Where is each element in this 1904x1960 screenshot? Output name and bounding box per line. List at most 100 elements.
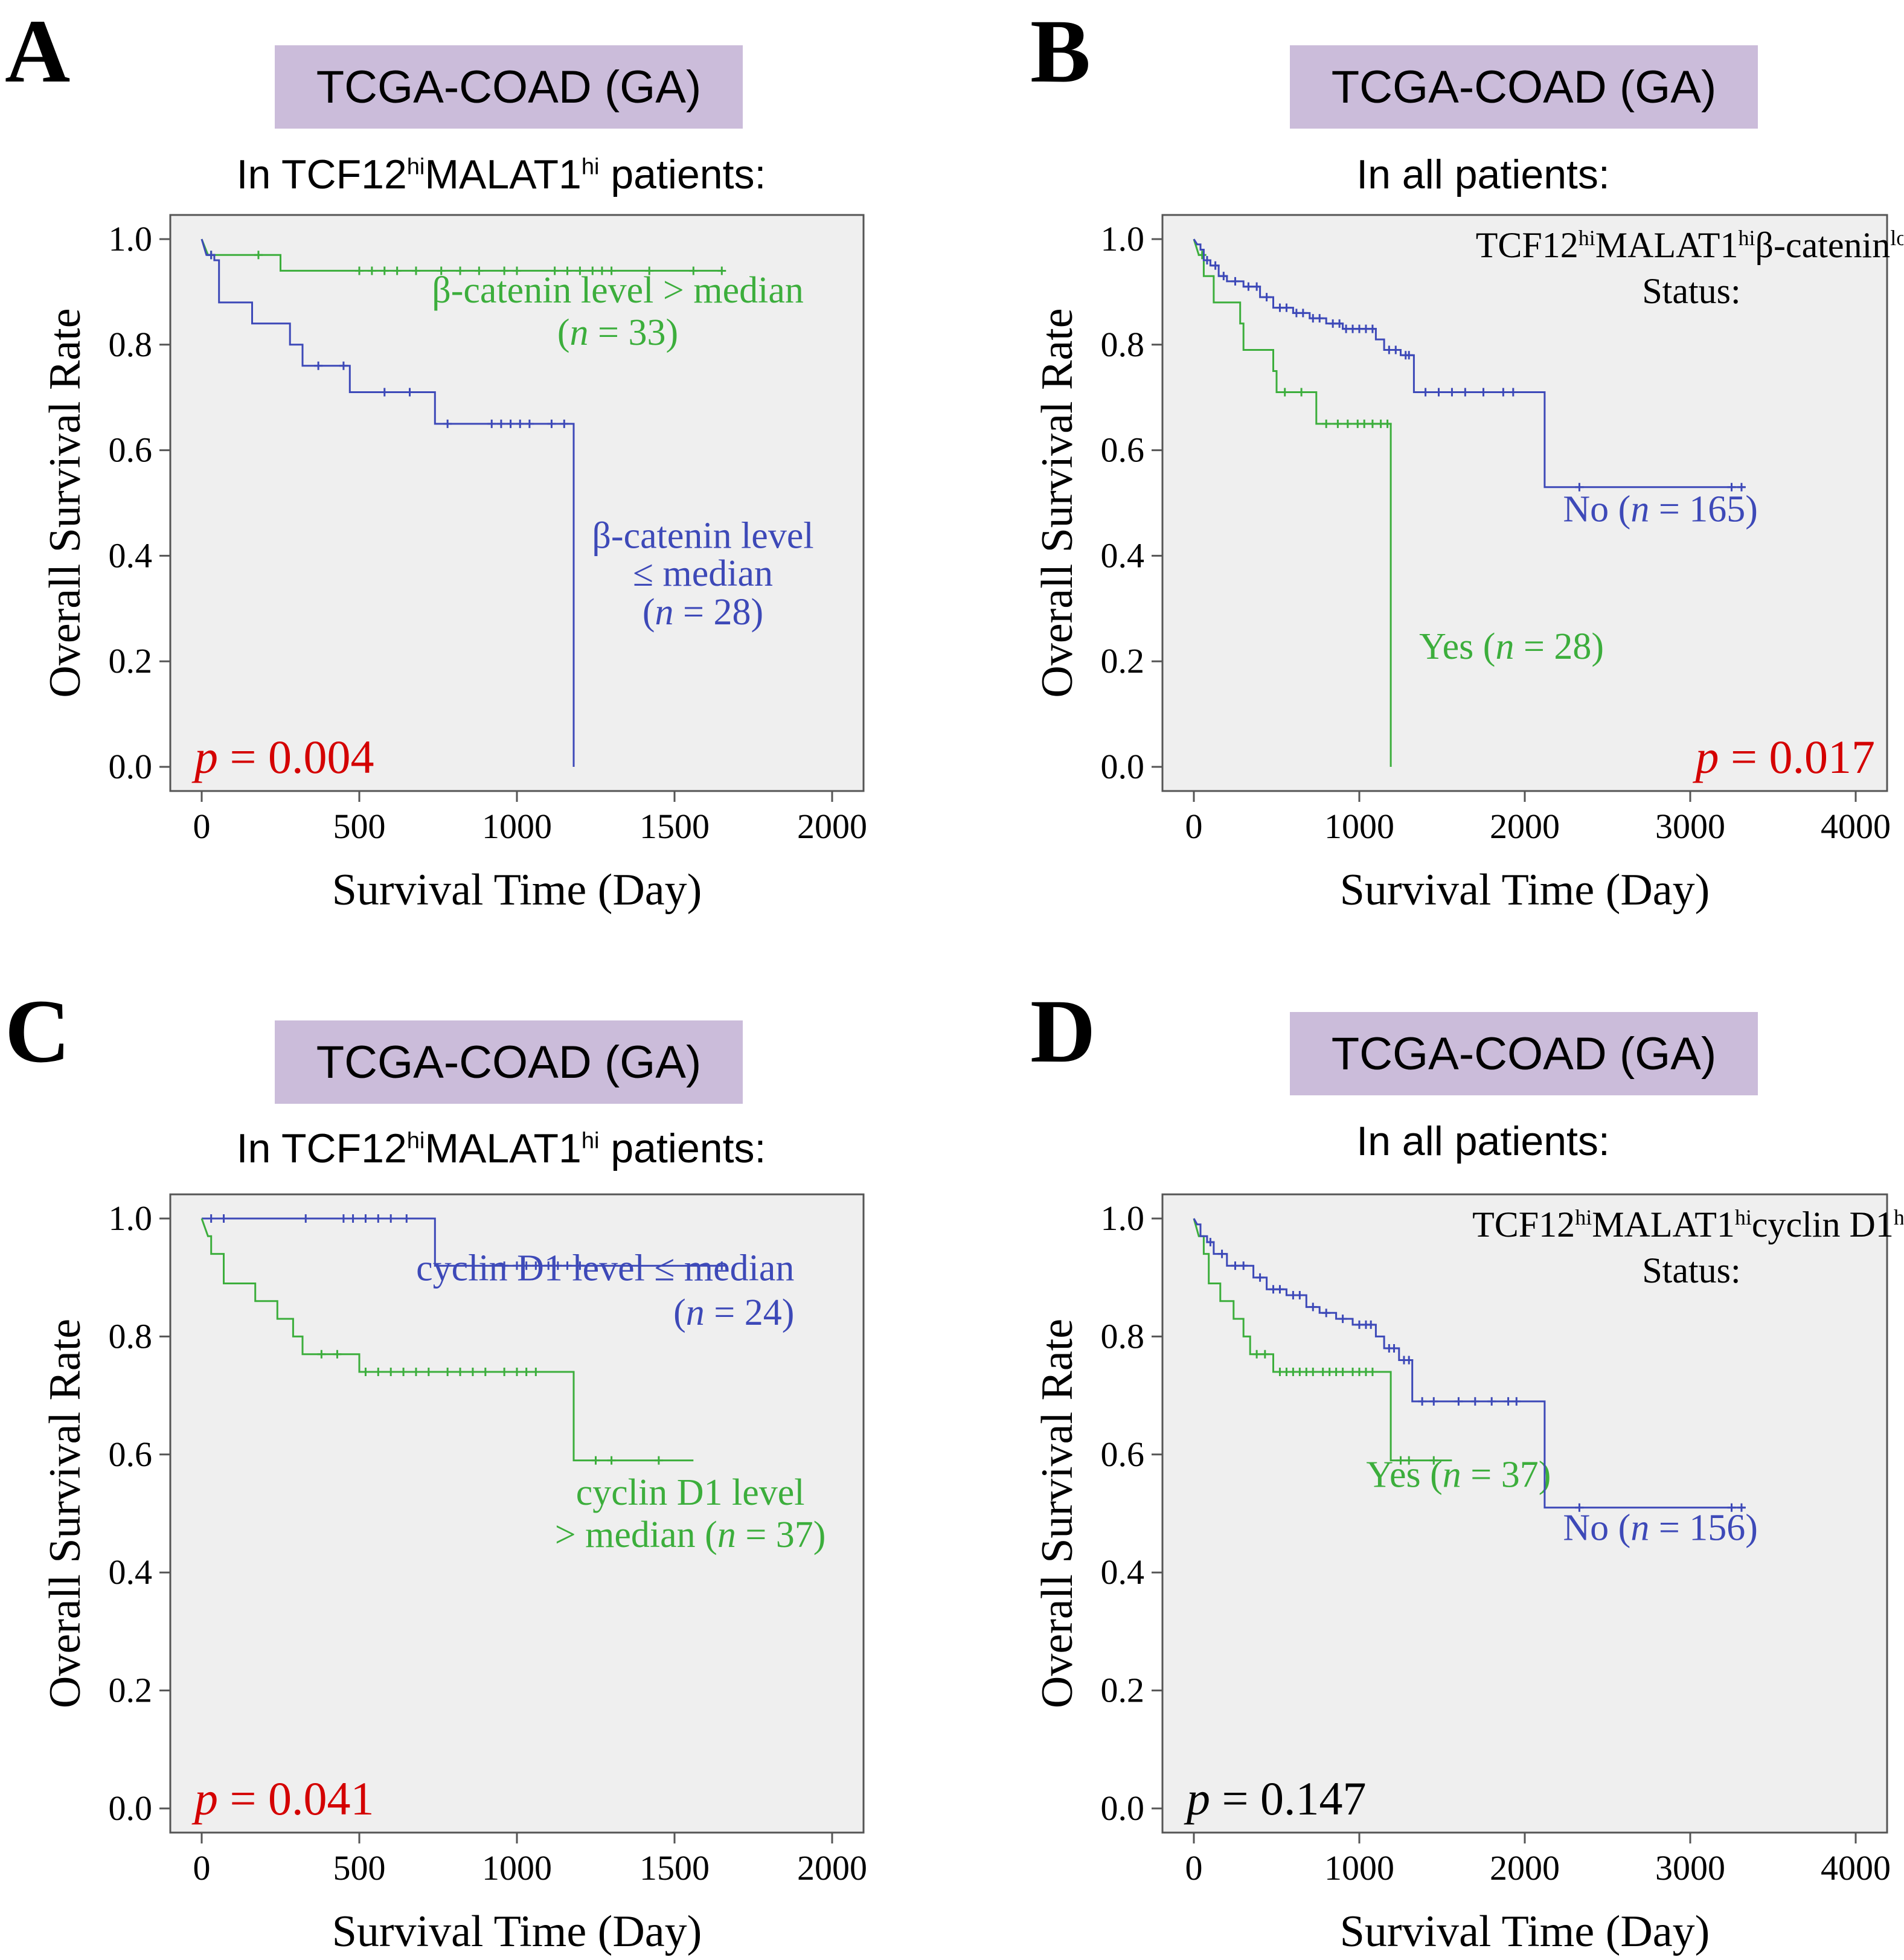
- censor-mark: [717, 1261, 726, 1270]
- censor-mark: [424, 1368, 433, 1377]
- series-label: cyclin D1 level ≤ median: [416, 1248, 794, 1289]
- censor-mark: [1454, 1397, 1463, 1406]
- censor-mark: [654, 1456, 663, 1465]
- y-tick-label: 0.8: [1101, 325, 1145, 364]
- censor-mark: [575, 266, 585, 275]
- censor-mark: [1434, 388, 1443, 397]
- chart-subtitle: In all patients:: [1151, 1118, 1815, 1172]
- legend-header: Status:: [1642, 271, 1740, 311]
- x-tick-label: 4000: [1821, 1848, 1891, 1888]
- y-tick-label: 1.0: [1101, 219, 1145, 258]
- censor-mark: [1429, 1397, 1438, 1406]
- censor-mark: [513, 1261, 521, 1270]
- censor-mark: [1239, 1261, 1248, 1270]
- censor-mark: [1508, 388, 1518, 397]
- censor-mark: [1421, 388, 1430, 397]
- x-tick-label: 1500: [639, 807, 710, 846]
- x-tick-label: 0: [1185, 1848, 1203, 1888]
- censor-mark: [522, 1261, 531, 1270]
- censor-mark: [475, 266, 484, 275]
- censor-mark: [380, 266, 389, 275]
- legend-header: Status:: [1642, 1251, 1740, 1290]
- x-tick-label: 0: [1185, 807, 1203, 846]
- censor-mark: [333, 1350, 342, 1359]
- subtitle-pre: In all patients:: [1356, 1118, 1610, 1164]
- censor-mark: [500, 1261, 509, 1270]
- panel-b: B TCGA-COAD (GA) In all patients: 0.0 0.2…: [952, 0, 1903, 980]
- panel-label: A: [5, 1, 71, 101]
- censor-mark: [1262, 293, 1271, 302]
- x-tick-label: 1000: [1324, 1848, 1394, 1888]
- censor-mark: [1727, 482, 1736, 492]
- censor-mark: [544, 1261, 553, 1270]
- subtitle-post: patients:: [599, 152, 766, 197]
- censor-mark: [1368, 1368, 1377, 1377]
- censor-mark: [339, 1214, 348, 1223]
- p-value: p = 0.004: [191, 731, 374, 783]
- survival-curve-0: [1193, 239, 1392, 767]
- y-axis-label: Overall Survival Rate: [1033, 1319, 1082, 1708]
- censor-mark: [367, 266, 376, 275]
- panel-label: C: [5, 981, 71, 1081]
- subtitle-post: patients:: [599, 1126, 766, 1171]
- censor-mark: [1275, 1285, 1284, 1294]
- y-tick-label: 1.0: [109, 219, 153, 258]
- censor-mark: [374, 1368, 383, 1377]
- censor-mark: [301, 1214, 310, 1223]
- x-tick-label: 2000: [1490, 1848, 1560, 1888]
- censor-mark: [481, 1368, 490, 1377]
- censor-mark: [393, 266, 402, 275]
- censor-mark: [1295, 1291, 1304, 1300]
- censor-mark: [1231, 1261, 1240, 1270]
- censor-mark: [402, 1214, 411, 1223]
- censor-mark: [1512, 1397, 1521, 1406]
- censor-mark: [563, 266, 572, 275]
- series-label: > median (n = 37): [555, 1514, 826, 1555]
- y-axis-label: Overall Survival Rate: [40, 308, 90, 697]
- series-label: No (n = 156): [1563, 1507, 1758, 1548]
- km-chart: 0.0 0.2 0.4 0.6 0.8 1.0 0 1000 2000 3000 4000 Survi…: [1033, 214, 1903, 915]
- y-tick-label: 0.2: [109, 1671, 153, 1710]
- series-label: ≤ median: [633, 553, 773, 594]
- plot-area: [1161, 214, 1888, 792]
- survival-curve-0: [200, 239, 722, 272]
- censor-mark: [1737, 1503, 1746, 1512]
- censor-mark: [361, 1368, 370, 1377]
- panel-d: D TCGA-COAD (GA) In all patients: 0.0 0.2…: [952, 980, 1903, 1960]
- censor-mark: [522, 1368, 531, 1377]
- x-tick-label: 4000: [1821, 807, 1891, 846]
- x-tick-label: 1000: [1324, 807, 1394, 846]
- censor-mark: [1504, 1397, 1513, 1406]
- censor-mark: [1368, 419, 1377, 428]
- censor-mark: [531, 1368, 540, 1377]
- y-tick-label: 0.0: [1101, 1789, 1145, 1828]
- censor-mark: [1252, 1350, 1261, 1359]
- censor-mark: [411, 1368, 420, 1377]
- x-tick-label: 0: [193, 1848, 211, 1888]
- censor-mark: [207, 1214, 216, 1223]
- censor-mark: [1202, 255, 1211, 264]
- censor-mark: [506, 419, 515, 428]
- p-value: p = 0.147: [1184, 1772, 1367, 1825]
- panel-a: A TCGA-COAD (GA) In TCF12hiMALAT1hi pati…: [0, 0, 952, 980]
- censor-mark: [411, 266, 420, 275]
- x-tick-label: 500: [333, 1848, 386, 1888]
- censor-mark: [1309, 1302, 1318, 1311]
- censor-mark: [1338, 1368, 1347, 1377]
- subtitle-pre: In all patients:: [1356, 152, 1610, 197]
- chart-subtitle: In TCF12hiMALAT1hi patients:: [169, 151, 833, 205]
- x-tick-label: 1000: [482, 1848, 552, 1888]
- series-label: cyclin D1 level: [576, 1472, 805, 1513]
- censor-mark: [1343, 419, 1352, 428]
- censor-mark: [1727, 1503, 1736, 1512]
- plot-area: [169, 1193, 865, 1834]
- censor-mark: [645, 266, 654, 275]
- y-tick-label: 0.4: [1101, 1552, 1145, 1592]
- censor-mark: [1252, 282, 1261, 291]
- x-tick-label: 2000: [797, 807, 867, 846]
- chart-subtitle: In TCF12hiMALAT1hi patients:: [169, 1125, 833, 1179]
- x-tick-label: 2000: [1490, 807, 1560, 846]
- plot-area: [169, 214, 865, 792]
- censor-mark: [1298, 309, 1307, 318]
- p-value: p = 0.041: [191, 1772, 374, 1825]
